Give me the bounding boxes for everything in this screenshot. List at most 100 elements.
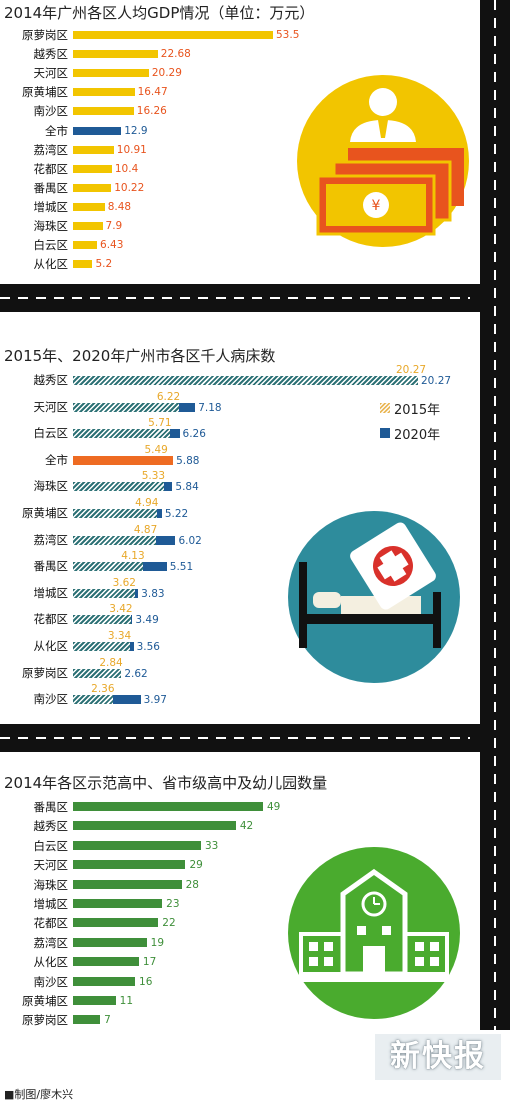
bar-2015 (73, 695, 114, 705)
value-label: 33 (204, 839, 219, 852)
category-label: 增城区 (33, 897, 69, 911)
category-label: 白云区 (33, 426, 69, 441)
school-building-icon (288, 847, 460, 1019)
chart2-title: 2015年、2020年广州市各区千人病床数 (4, 347, 276, 365)
legend-2020-swatch (380, 428, 390, 438)
category-label: 荔湾区 (33, 142, 69, 157)
bar-2015 (73, 429, 171, 439)
value-label: 11 (119, 995, 134, 1007)
value-label: 16.47 (137, 86, 168, 99)
category-label: 原萝岗区 (22, 665, 68, 680)
category-label: 南沙区 (33, 692, 69, 707)
bar-2015 (73, 615, 132, 625)
gdp-bar (73, 69, 149, 78)
value-label-2020: 2.62 (124, 667, 148, 680)
value-label: 42 (239, 820, 254, 833)
category-label: 白云区 (33, 838, 69, 853)
value-label: 10.91 (116, 143, 147, 156)
legend-2020-label: 2020年 (394, 428, 441, 443)
value-label-2020: 6.26 (182, 428, 206, 441)
gdp-bar (73, 241, 98, 250)
category-label: 原萝岗区 (22, 1013, 68, 1028)
category-label: 原黄埔区 (22, 506, 68, 520)
category-label: 增城区 (33, 199, 69, 214)
money-person-icon: ¥ (297, 75, 469, 247)
value-label: 19 (150, 936, 165, 949)
newspaper-logo: 新快报 (375, 1034, 501, 1080)
value-label-2020: 6.02 (178, 534, 202, 547)
category-label: 海珠区 (33, 877, 69, 892)
value-label-2015: 4.13 (121, 550, 145, 563)
value-label-2015: 4.94 (135, 497, 159, 509)
gdp-bar (73, 88, 135, 97)
chart3-title: 2014年各区示范高中、省市级高中及幼儿园数量 (4, 774, 328, 792)
category-label: 原黄埔区 (22, 994, 68, 1008)
category-label: 全市 (45, 452, 68, 467)
category-label: 从化区 (33, 257, 69, 272)
gdp-bar (73, 202, 105, 211)
value-label: 8.48 (107, 200, 132, 213)
value-label: 20.29 (151, 67, 182, 80)
gdp-bar (73, 164, 112, 173)
category-label: 番禺区 (33, 800, 69, 814)
school-bar (73, 802, 263, 811)
value-label: 10.4 (114, 162, 139, 175)
category-label: 海珠区 (33, 479, 69, 494)
value-label: 12.9 (124, 124, 148, 137)
bar-2015 (73, 562, 144, 572)
category-label: 全市 (45, 123, 68, 138)
legend-2015-swatch (380, 403, 390, 413)
value-label-2020: 3.83 (141, 587, 165, 600)
category-label: 南沙区 (33, 104, 69, 119)
category-label: 番禺区 (33, 559, 69, 574)
bar-2015 (73, 455, 167, 465)
category-label: 花都区 (33, 916, 69, 931)
value-label-2020: 5.22 (164, 508, 189, 520)
value-label-2020: 20.27 (421, 375, 452, 387)
category-label: 越秀区 (33, 819, 69, 834)
gdp-bar (73, 126, 122, 135)
value-label-2020: 3.97 (143, 694, 167, 707)
category-label: 天河区 (33, 858, 69, 873)
gdp-bar (73, 222, 103, 230)
school-bar (73, 937, 147, 947)
value-label-2015: 6.22 (156, 390, 181, 403)
school-bar (73, 996, 116, 1005)
category-label: 越秀区 (33, 47, 69, 62)
category-label: 从化区 (33, 955, 69, 970)
value-label: 6.43 (100, 239, 124, 252)
value-label: 7.9 (105, 220, 123, 232)
value-label-2020: 3.56 (136, 641, 160, 653)
school-bar (73, 918, 159, 928)
value-label: 23 (166, 898, 180, 910)
category-label: 番禺区 (33, 180, 69, 195)
value-label: 16.26 (136, 105, 167, 118)
value-label-2020: 5.84 (175, 481, 199, 494)
school-bar (73, 860, 186, 870)
value-label-2020: 3.49 (135, 614, 159, 627)
value-label-2015: 4.87 (133, 523, 158, 536)
value-label-2020: 7.18 (198, 401, 222, 414)
bar-2015 (73, 668, 122, 678)
school-bar (73, 899, 163, 908)
svg-text:¥: ¥ (372, 198, 381, 214)
school-bar (73, 821, 236, 831)
bar-2015 (73, 535, 156, 545)
value-label: 17 (142, 956, 157, 969)
school-bar (73, 840, 201, 850)
category-label: 从化区 (33, 639, 69, 653)
value-label-2015: 2.36 (91, 683, 115, 696)
bar-2015 (73, 402, 179, 412)
value-label-2015: 5.33 (141, 470, 166, 483)
bar-2015 (73, 376, 418, 385)
category-label: 海珠区 (33, 219, 69, 233)
value-label: 53.5 (276, 29, 300, 41)
value-label: 7 (104, 1014, 111, 1027)
value-label: 16 (139, 975, 153, 988)
value-label-2015: 3.62 (112, 576, 136, 589)
category-label: 荔湾区 (33, 532, 69, 547)
value-label-2015: 5.71 (148, 417, 172, 430)
category-label: 越秀区 (33, 373, 69, 387)
category-label: 原黄埔区 (22, 85, 68, 100)
